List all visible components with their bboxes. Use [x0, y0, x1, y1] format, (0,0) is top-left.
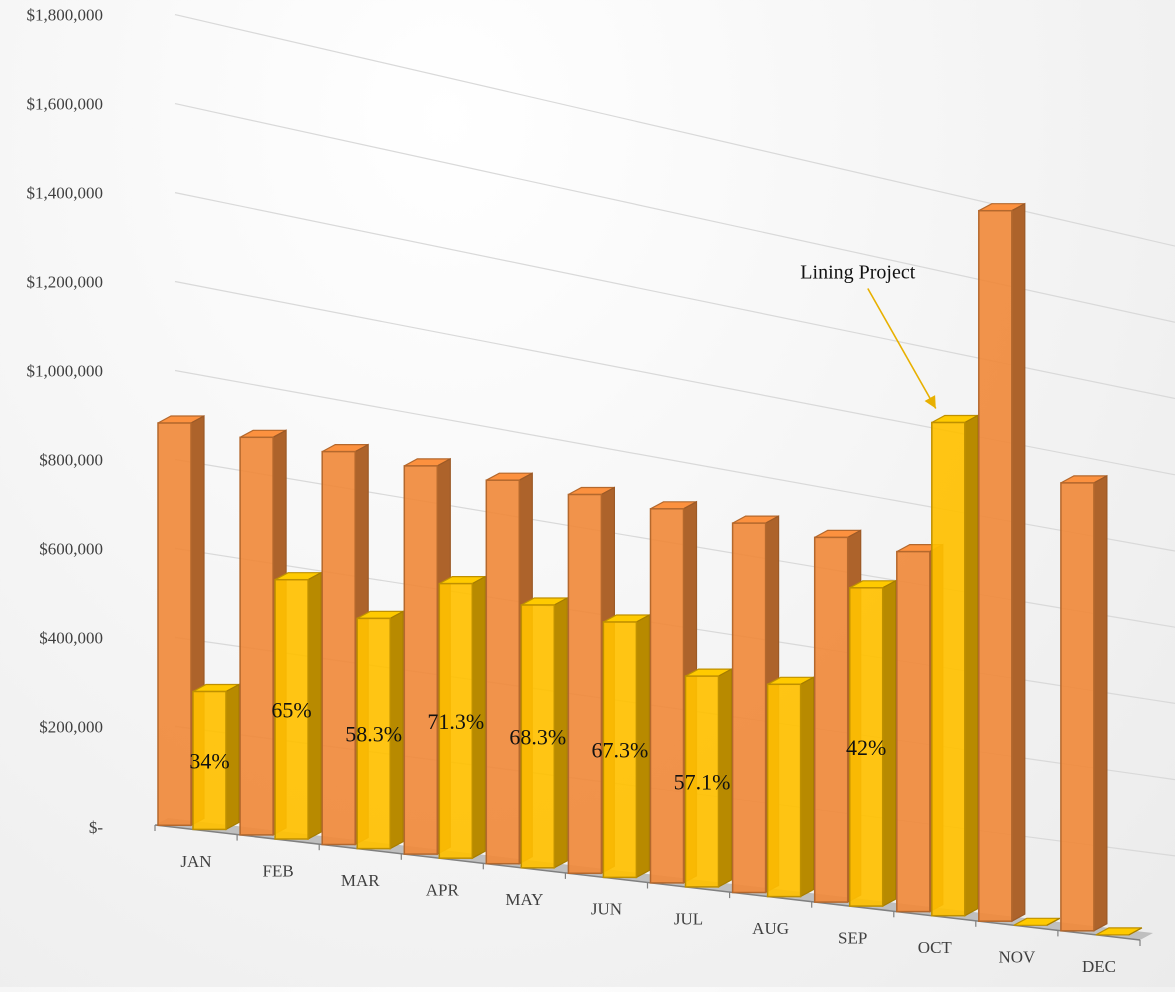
data-labels: 34% 65% 58.3% 71.3% 68.3% 67.3% 57.1% 42% [189, 697, 886, 794]
bar-s2-dec-side [1128, 927, 1143, 936]
x-tick-label-jun: JUN [591, 900, 622, 919]
bar-s2-oct-side [964, 414, 979, 917]
annotation-label-0: Lining Project [800, 262, 915, 284]
x-tick-label-dec: DEC [1082, 957, 1116, 976]
bar-s2-oct [931, 414, 979, 917]
y-tick-label-0: $- [89, 818, 104, 837]
bar-s2-jul-front [684, 675, 720, 888]
bar-s2-jan [192, 683, 240, 831]
y-tick-label-8: $1,600,000 [27, 95, 104, 114]
bar-s1-sep-front [813, 536, 849, 903]
bars [157, 202, 1143, 936]
x-tick-label-aug: AUG [752, 919, 789, 938]
x-tick-label-oct: OCT [918, 938, 953, 957]
annotation-arrow-line-0 [867, 288, 937, 409]
bar-s1-apr-front [403, 465, 439, 855]
bar-s2-nov [1013, 917, 1061, 926]
bar-s1-nov-side [1011, 202, 1026, 923]
bar-s2-may [520, 596, 568, 869]
bar-s2-oct-front [931, 421, 966, 917]
bar-s2-aug-front [766, 683, 802, 898]
x-tick-label-nov: NOV [998, 948, 1036, 967]
bar-s1-nov [978, 202, 1026, 923]
x-tick-label-jul: JUL [674, 909, 703, 928]
bar-s1-dec-side [1093, 474, 1108, 932]
y-tick-label-5: $1,000,000 [27, 362, 104, 381]
y-tick-label-7: $1,400,000 [27, 184, 104, 203]
x-tick-label-mar: MAR [341, 871, 380, 890]
bar-s2-apr-front [438, 582, 474, 859]
data-label-may: 68.3% [509, 724, 566, 749]
bar-s2-jun-front [602, 621, 638, 879]
bar-s2-mar [356, 610, 404, 850]
x-axis-ticks: JAN FEB MAR APR MAY JUN JUL AUG SEP OCT NOV DEC [180, 852, 1116, 976]
bar-s2-jan-front [192, 690, 227, 831]
bar-s1-mar-front [321, 450, 356, 846]
data-label-apr: 71.3% [427, 709, 484, 734]
bar-s2-apr [438, 575, 486, 860]
data-label-jul: 57.1% [674, 770, 731, 795]
bar-s2-aug-side [799, 676, 815, 898]
data-label-jun: 67.3% [591, 738, 648, 763]
data-label-jan: 34% [189, 749, 229, 774]
y-tick-label-4: $800,000 [39, 451, 103, 470]
bar-s2-may-front [520, 604, 556, 869]
bar-s1-dec-front [1060, 482, 1095, 932]
bar-s2-jul [684, 668, 733, 888]
bar-s1-dec [1060, 474, 1108, 932]
bar-s2-jun [602, 613, 651, 879]
bar-s2-nov-side [1046, 917, 1061, 926]
bar-s2-feb [274, 571, 322, 841]
bar-s1-oct-front [896, 550, 931, 913]
bar-s2-mar-front [356, 617, 391, 850]
bar-s1-aug-front [731, 522, 767, 894]
bar-s1-jul-front [649, 508, 685, 884]
bar-s1-nov-front [978, 209, 1013, 922]
x-tick-label-may: MAY [505, 890, 543, 909]
bar-s1-jan-front [157, 422, 192, 827]
y-tick-label-9: $1,800,000 [27, 6, 104, 25]
bar-s2-sep-front [848, 587, 884, 907]
data-label-feb: 65% [271, 697, 311, 722]
bar-s2-aug [766, 676, 815, 898]
y-axis-ticks: $- $200,000 $400,000 $600,000 $800,000 $1,000… [27, 6, 104, 837]
x-tick-label-feb: FEB [263, 861, 294, 880]
bar-s2-dec [1095, 927, 1143, 936]
bar-s2-sep [848, 579, 897, 908]
annotation-arrowhead-0 [924, 395, 936, 409]
x-tick-label-sep: SEP [838, 929, 867, 948]
bar-s1-may-front [485, 479, 521, 865]
annotations: Lining Project [800, 262, 937, 409]
y-tick-label-1: $200,000 [39, 717, 103, 736]
data-label-mar: 58.3% [345, 722, 402, 747]
data-label-sep: 42% [846, 735, 886, 760]
y-tick-label-2: $400,000 [39, 628, 103, 647]
x-tick-label-jan: JAN [180, 852, 211, 871]
y-tick-label-6: $1,200,000 [27, 273, 104, 292]
bar-s1-feb-front [239, 436, 274, 836]
x-tick-label-apr: APR [426, 881, 460, 900]
bar-s2-feb-front [274, 578, 309, 840]
bar-s1-jun-front [567, 493, 603, 875]
y-tick-label-3: $600,000 [39, 539, 103, 558]
